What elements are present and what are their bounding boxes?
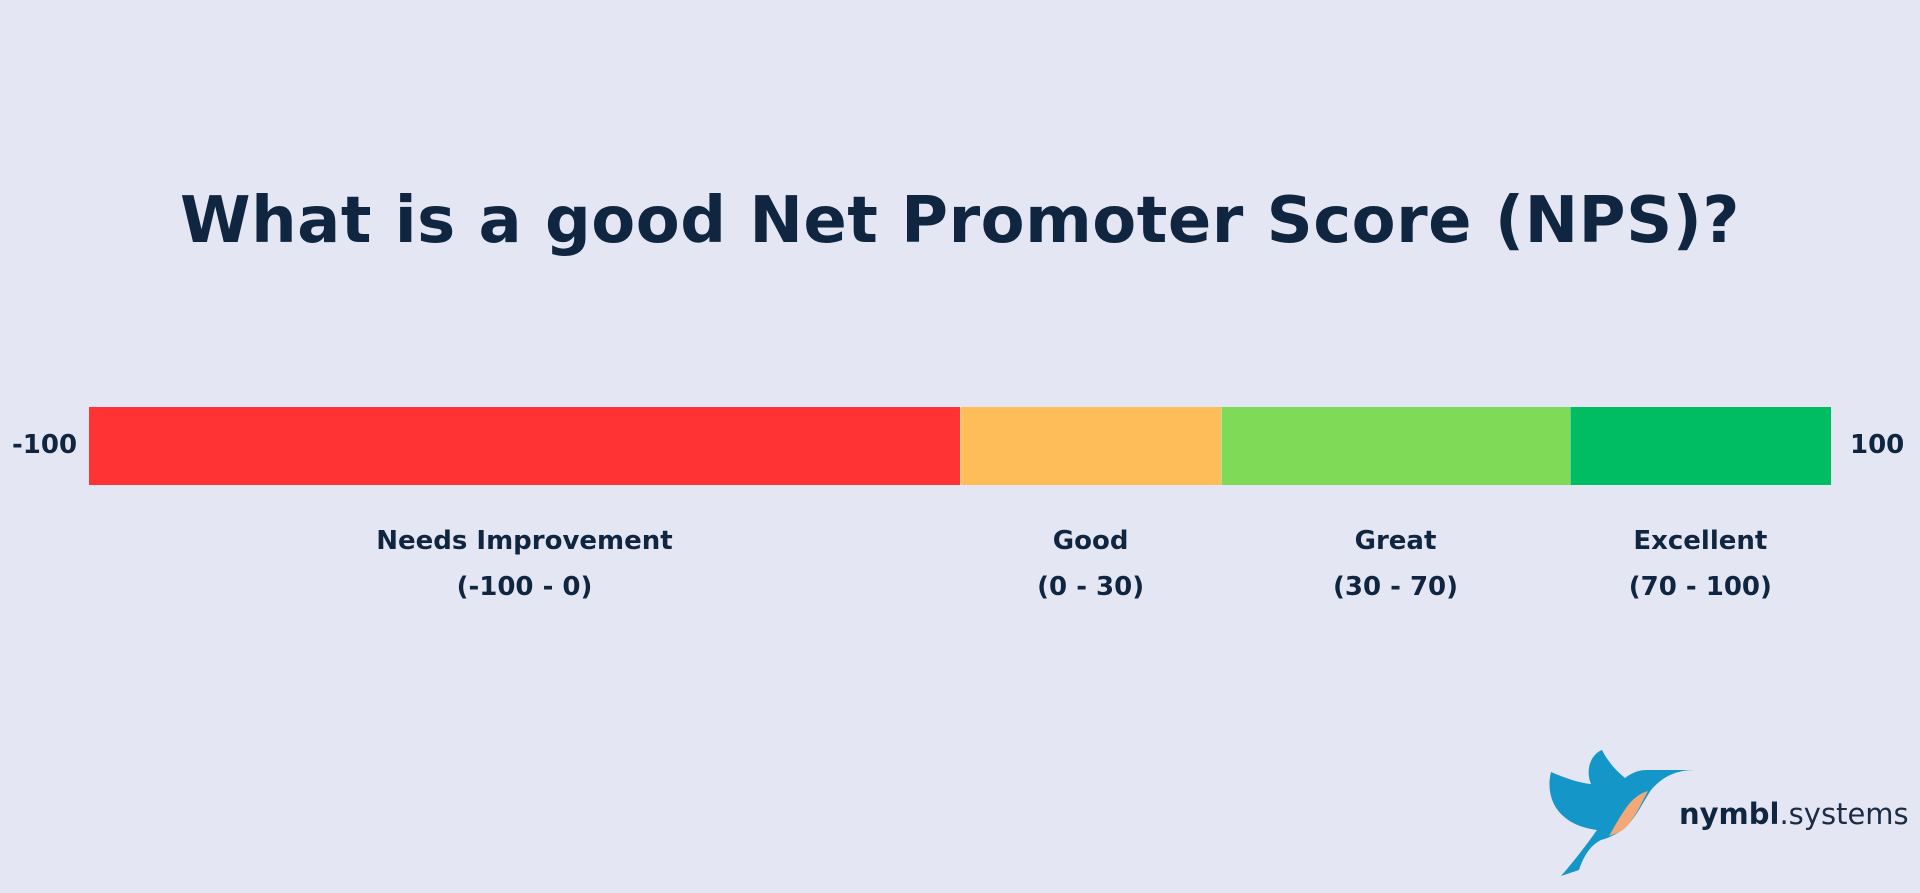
segment-range: (0 - 30) [1037,572,1145,602]
segment-good [960,407,1222,485]
segment-caption-good: Good (0 - 30) [881,520,1301,608]
hummingbird-icon [1549,750,1695,876]
segment-name: Good [1052,526,1129,556]
segment-range: (70 - 100) [1628,572,1772,602]
segment-caption-needs-improvement: Needs Improvement (-100 - 0) [315,520,735,608]
segment-name: Needs Improvement [376,526,673,556]
segment-name: Excellent [1633,526,1768,556]
segment-range: (-100 - 0) [456,572,593,602]
segment-great [1221,407,1570,485]
segment-caption-great: Great (30 - 70) [1186,520,1606,608]
segment-excellent [1569,407,1831,485]
segment-needs-improvement [89,407,960,485]
brand-logo: nymbl.systems [1545,748,1909,878]
brand-name: nymbl [1679,797,1780,831]
axis-max-label: 100 [1850,430,1905,460]
segment-caption-excellent: Excellent (70 - 100) [1490,520,1910,608]
chart-title: What is a good Net Promoter Score (NPS)? [179,184,1741,258]
segment-range: (30 - 70) [1332,572,1459,602]
axis-min-label: -100 [12,430,78,460]
brand-suffix: .systems [1779,797,1909,831]
brand-wordmark: nymbl.systems [1679,796,1909,832]
segment-name: Great [1354,526,1437,556]
nps-scale-bar [89,407,1831,485]
